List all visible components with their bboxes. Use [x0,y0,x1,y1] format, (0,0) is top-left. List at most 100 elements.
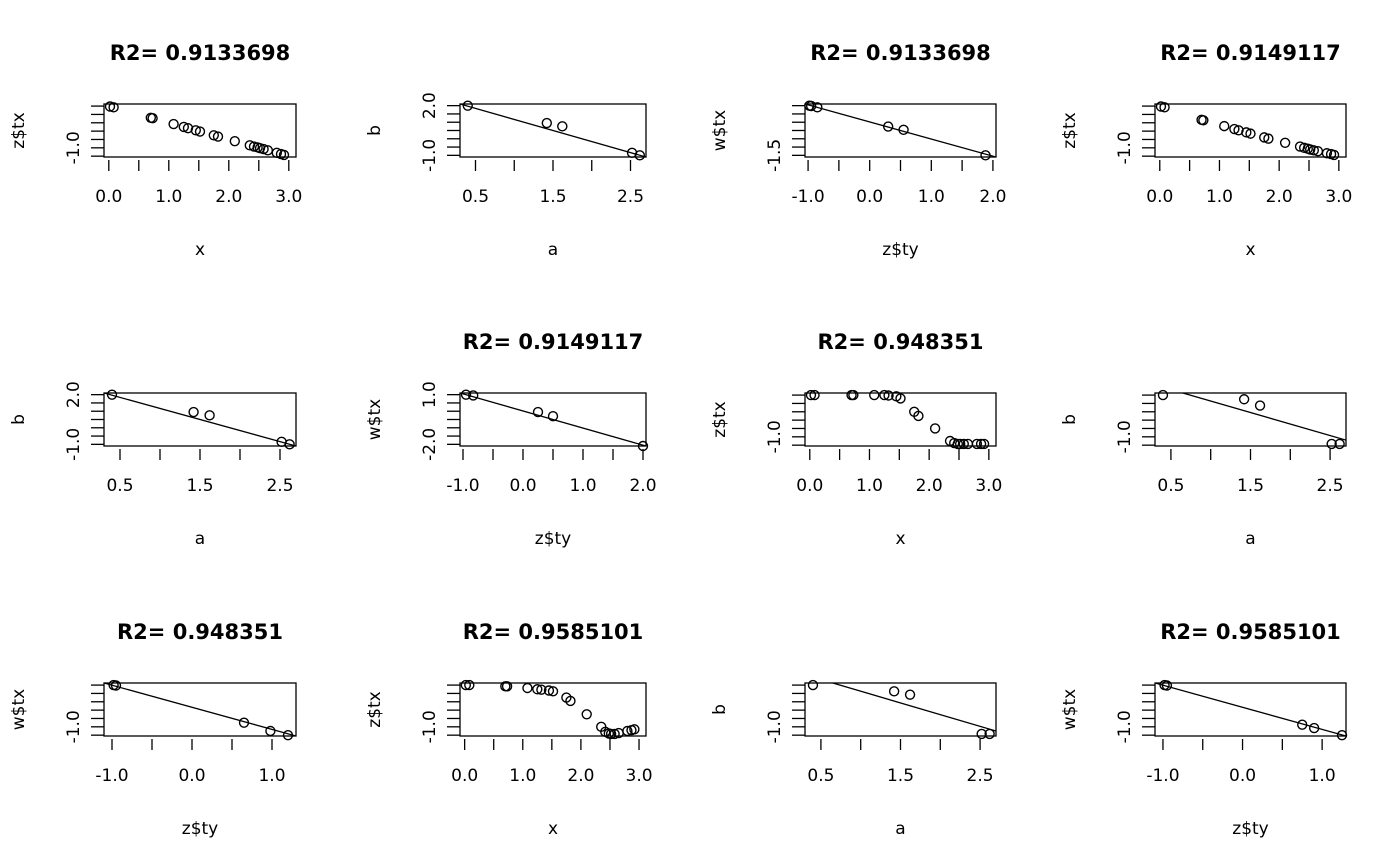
x-tick-label: 2.0 [629,476,656,496]
x-tick-label: 2.0 [979,187,1006,207]
regression-line [1155,683,1346,736]
x-tick-label: 1.0 [918,187,945,207]
x-tick-label: 1.5 [186,476,213,496]
data-point [194,126,206,137]
x-tick-label: -1.0 [1146,766,1179,786]
x-tick-label: 1.0 [1206,187,1233,207]
data-point [883,390,894,401]
data-point [1326,438,1337,450]
plot-box [459,682,647,737]
data-point [1321,148,1333,159]
plot-box [459,103,647,158]
plot-area [1182,393,1346,441]
data-point [547,410,559,422]
x-tick-label: 2.5 [1317,476,1344,496]
data-point [809,389,820,401]
scatter-panel: R2= 0.9149117 x z$tx 0.0 1.0 2.0 3.0 -1.0 [1060,41,1352,260]
data-point [848,389,859,401]
panel-title: R2= 0.9149117 [463,330,644,354]
data-point [1157,389,1169,401]
data-point [975,438,987,450]
x-axis-label: z$ty [182,819,218,839]
y-axis-label: z$tx [365,691,385,727]
data-point [190,125,202,136]
y-tick-label: -1.0 [1115,131,1135,164]
data-point [541,117,552,129]
data-point [108,102,119,113]
y-tick-label: -1.0 [420,139,440,172]
data-point [1279,137,1291,149]
data-point [1308,145,1319,156]
data-point [958,438,969,450]
y-axis-label: b [1060,414,1080,425]
y-tick-label: -1.5 [765,139,785,172]
x-tick-label: 0.5 [106,476,133,496]
data-point [634,150,645,161]
data-point [954,438,966,450]
data-point [204,410,215,421]
data-point [208,130,220,141]
data-point [805,100,817,112]
data-point [882,121,894,132]
scatter-panel: R2= 0.948351 x z$tx 0.0 1.0 2.0 3.0 -1.0 [710,330,1002,549]
data-point [462,100,473,111]
regression-line [104,393,296,446]
plot-box [804,392,997,447]
x-tick-label: 0.0 [509,476,536,496]
x-tick-label: 2.5 [617,187,644,207]
data-point [1238,394,1250,405]
plot-box [459,392,647,447]
data-point [1229,123,1240,135]
data-point [805,389,817,401]
plot-area [1155,683,1346,736]
data-point [188,406,199,418]
data-point [812,102,823,113]
data-point [265,725,276,737]
y-tick-label: 2.0 [64,381,84,408]
plot-area [460,104,646,157]
data-point [895,393,906,404]
x-tick-label: 1.5 [539,187,566,207]
data-point [147,112,158,124]
data-point [532,684,543,695]
plot-area [460,393,646,446]
y-tick-label: -1.0 [765,420,785,453]
plot-box [103,682,297,737]
scatter-panel: R2= 0.948351 z$ty w$tx -1.0 0.0 1.0 -1.0 [9,620,297,839]
data-point [106,389,118,400]
data-point [547,686,559,697]
data-point [557,121,568,132]
data-point [807,679,819,691]
data-point [543,685,555,696]
x-tick-label: 2.0 [567,766,594,786]
data-point [212,131,224,142]
x-tick-label: 0.0 [1229,766,1256,786]
y-axis-label: w$tx [9,689,29,730]
data-point [460,389,472,400]
x-tick-label: 2.5 [266,476,293,496]
data-point [637,440,649,452]
regression-line [805,104,996,157]
x-axis-label: x [895,529,905,549]
data-point [565,695,576,707]
regression-line [460,393,646,446]
x-axis-label: a [1245,529,1255,549]
regression-line [832,683,996,732]
data-point [1263,133,1274,144]
x-axis-label: a [548,240,558,260]
x-tick-label: 3.0 [975,476,1002,496]
data-point [879,389,890,401]
y-tick-label: 2.0 [420,92,440,119]
x-tick-label: 0.0 [856,187,883,207]
data-point [1245,128,1256,139]
x-tick-label: -1.0 [95,766,128,786]
x-tick-label: 1.0 [1309,766,1336,786]
data-point [888,686,900,697]
y-axis-label: z$tx [710,401,730,437]
data-point [501,681,513,692]
data-point [1297,719,1308,730]
data-point [581,709,592,720]
panel-title: R2= 0.9133698 [110,41,291,65]
x-tick-label: 0.0 [796,476,823,496]
data-point [536,684,547,695]
